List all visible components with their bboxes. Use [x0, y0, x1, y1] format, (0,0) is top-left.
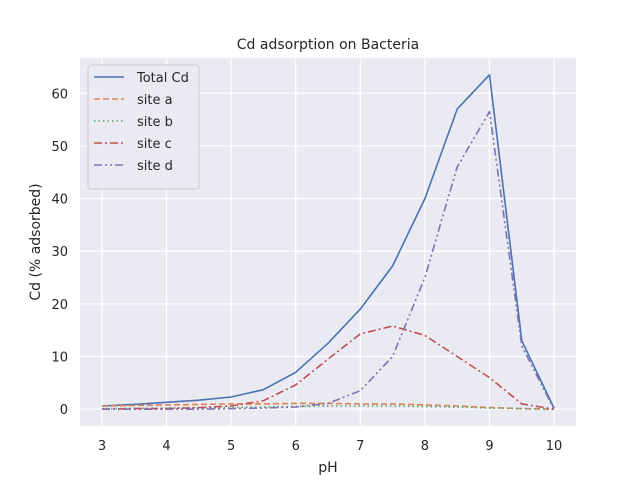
- y-tick-label: 50: [51, 140, 68, 155]
- tick-labels: 3 4 5 6 7 8 9 10 0 10 20 30 40 50 60: [51, 87, 562, 454]
- x-tick-label: 10: [546, 439, 563, 454]
- chart-title: Cd adsorption on Bacteria: [237, 37, 419, 53]
- y-axis-label: Cd (% adsorbed): [28, 183, 44, 300]
- legend: Total Cd site a site b site c site d: [87, 64, 200, 190]
- x-tick-label: 9: [485, 439, 493, 454]
- y-tick-label: 0: [60, 403, 68, 418]
- x-tick-label: 8: [421, 439, 429, 454]
- x-axis-label: pH: [318, 460, 337, 476]
- legend-box: [87, 64, 200, 190]
- legend-label-site-d: site d: [137, 159, 173, 174]
- y-tick-label: 20: [51, 298, 68, 313]
- series-line-site-b: [102, 405, 555, 410]
- x-tick-label: 4: [162, 439, 170, 454]
- series-line-site-c: [101, 325, 555, 410]
- legend-label-site-b: site b: [137, 115, 173, 130]
- x-tick-label: 3: [98, 439, 106, 454]
- x-tick-label: 5: [227, 439, 235, 454]
- x-tick-label: 6: [292, 439, 300, 454]
- series-line-total-cd: [101, 74, 555, 409]
- series-lines: [101, 74, 555, 411]
- x-tick-label: 7: [356, 439, 364, 454]
- y-tick-label: 40: [51, 193, 68, 208]
- legend-label-total-cd: Total Cd: [136, 71, 189, 86]
- y-tick-label: 60: [51, 87, 68, 102]
- series-line-site-d: [102, 110, 555, 411]
- y-tick-label: 30: [51, 245, 68, 260]
- y-tick-label: 10: [51, 351, 68, 366]
- legend-label-site-a: site a: [137, 93, 173, 108]
- legend-label-site-c: site c: [137, 137, 172, 152]
